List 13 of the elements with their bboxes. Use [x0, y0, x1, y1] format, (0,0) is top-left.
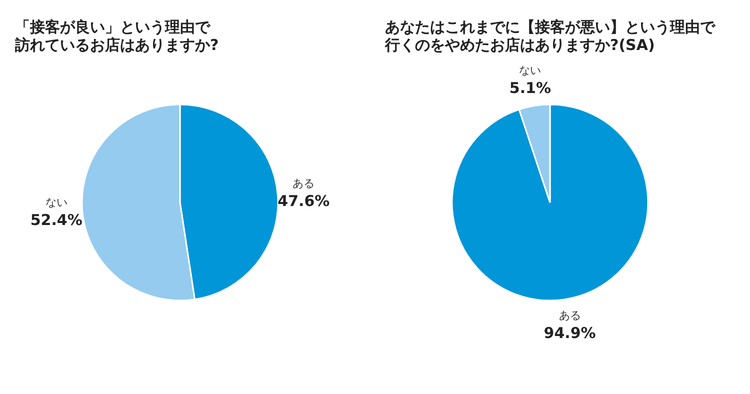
data-label: 94.9% [544, 324, 596, 342]
data-label: 47.6% [278, 192, 330, 210]
chart-title: 「接客が良い」という理由で [15, 18, 211, 36]
slice-label: ない [45, 196, 68, 209]
slice-label: ある [558, 308, 581, 322]
pie-slice [451, 104, 649, 302]
chart-subtitle: 訪れているお店はありますか? [14, 36, 219, 54]
chart-title: あなたはこれまでに【接客が悪い】という理由で [385, 18, 716, 36]
chart-subtitle: 行くのをやめたお店はありますか?(SA) [384, 36, 655, 54]
data-label: 52.4% [30, 210, 82, 229]
data-label: 5.1% [509, 79, 552, 98]
slice-label: ある [292, 177, 315, 190]
slice-label: ない [519, 64, 542, 78]
